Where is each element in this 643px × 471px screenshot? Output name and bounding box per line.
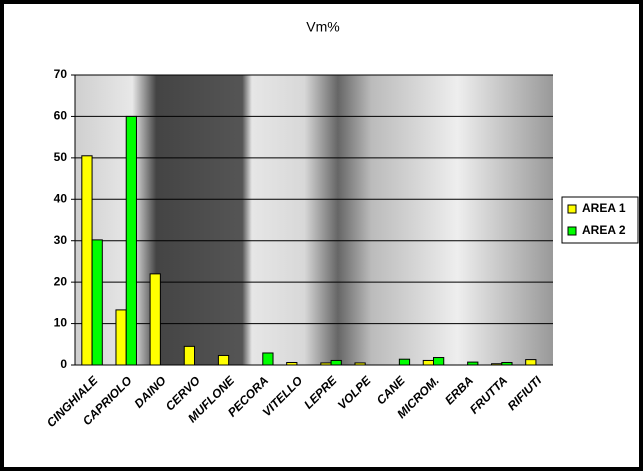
y-tick-label: 0 bbox=[60, 357, 67, 371]
legend-label: AREA 1 bbox=[582, 201, 626, 215]
y-tick-label: 60 bbox=[54, 109, 68, 123]
bar bbox=[217, 354, 230, 366]
bar bbox=[115, 309, 127, 366]
bar bbox=[125, 115, 137, 366]
y-tick-label: 30 bbox=[54, 233, 68, 247]
bar bbox=[433, 357, 445, 366]
bar bbox=[398, 358, 411, 366]
bar bbox=[81, 155, 93, 366]
plot-background bbox=[75, 75, 553, 365]
y-tick-label: 20 bbox=[54, 274, 68, 288]
bar bbox=[422, 359, 434, 366]
y-tick-label: 40 bbox=[54, 191, 68, 205]
legend-label: AREA 2 bbox=[582, 223, 626, 237]
legend-swatch bbox=[567, 204, 577, 214]
y-tick-label: 70 bbox=[54, 67, 68, 81]
y-tick-label: 10 bbox=[54, 316, 68, 330]
bar bbox=[330, 359, 342, 366]
bar bbox=[262, 352, 274, 366]
legend-swatch bbox=[567, 226, 577, 236]
bar bbox=[149, 273, 161, 366]
bar bbox=[183, 345, 195, 366]
bar bbox=[91, 239, 103, 366]
chart-title: Vm% bbox=[306, 19, 339, 35]
y-tick-label: 50 bbox=[54, 150, 68, 164]
bar bbox=[525, 359, 537, 366]
